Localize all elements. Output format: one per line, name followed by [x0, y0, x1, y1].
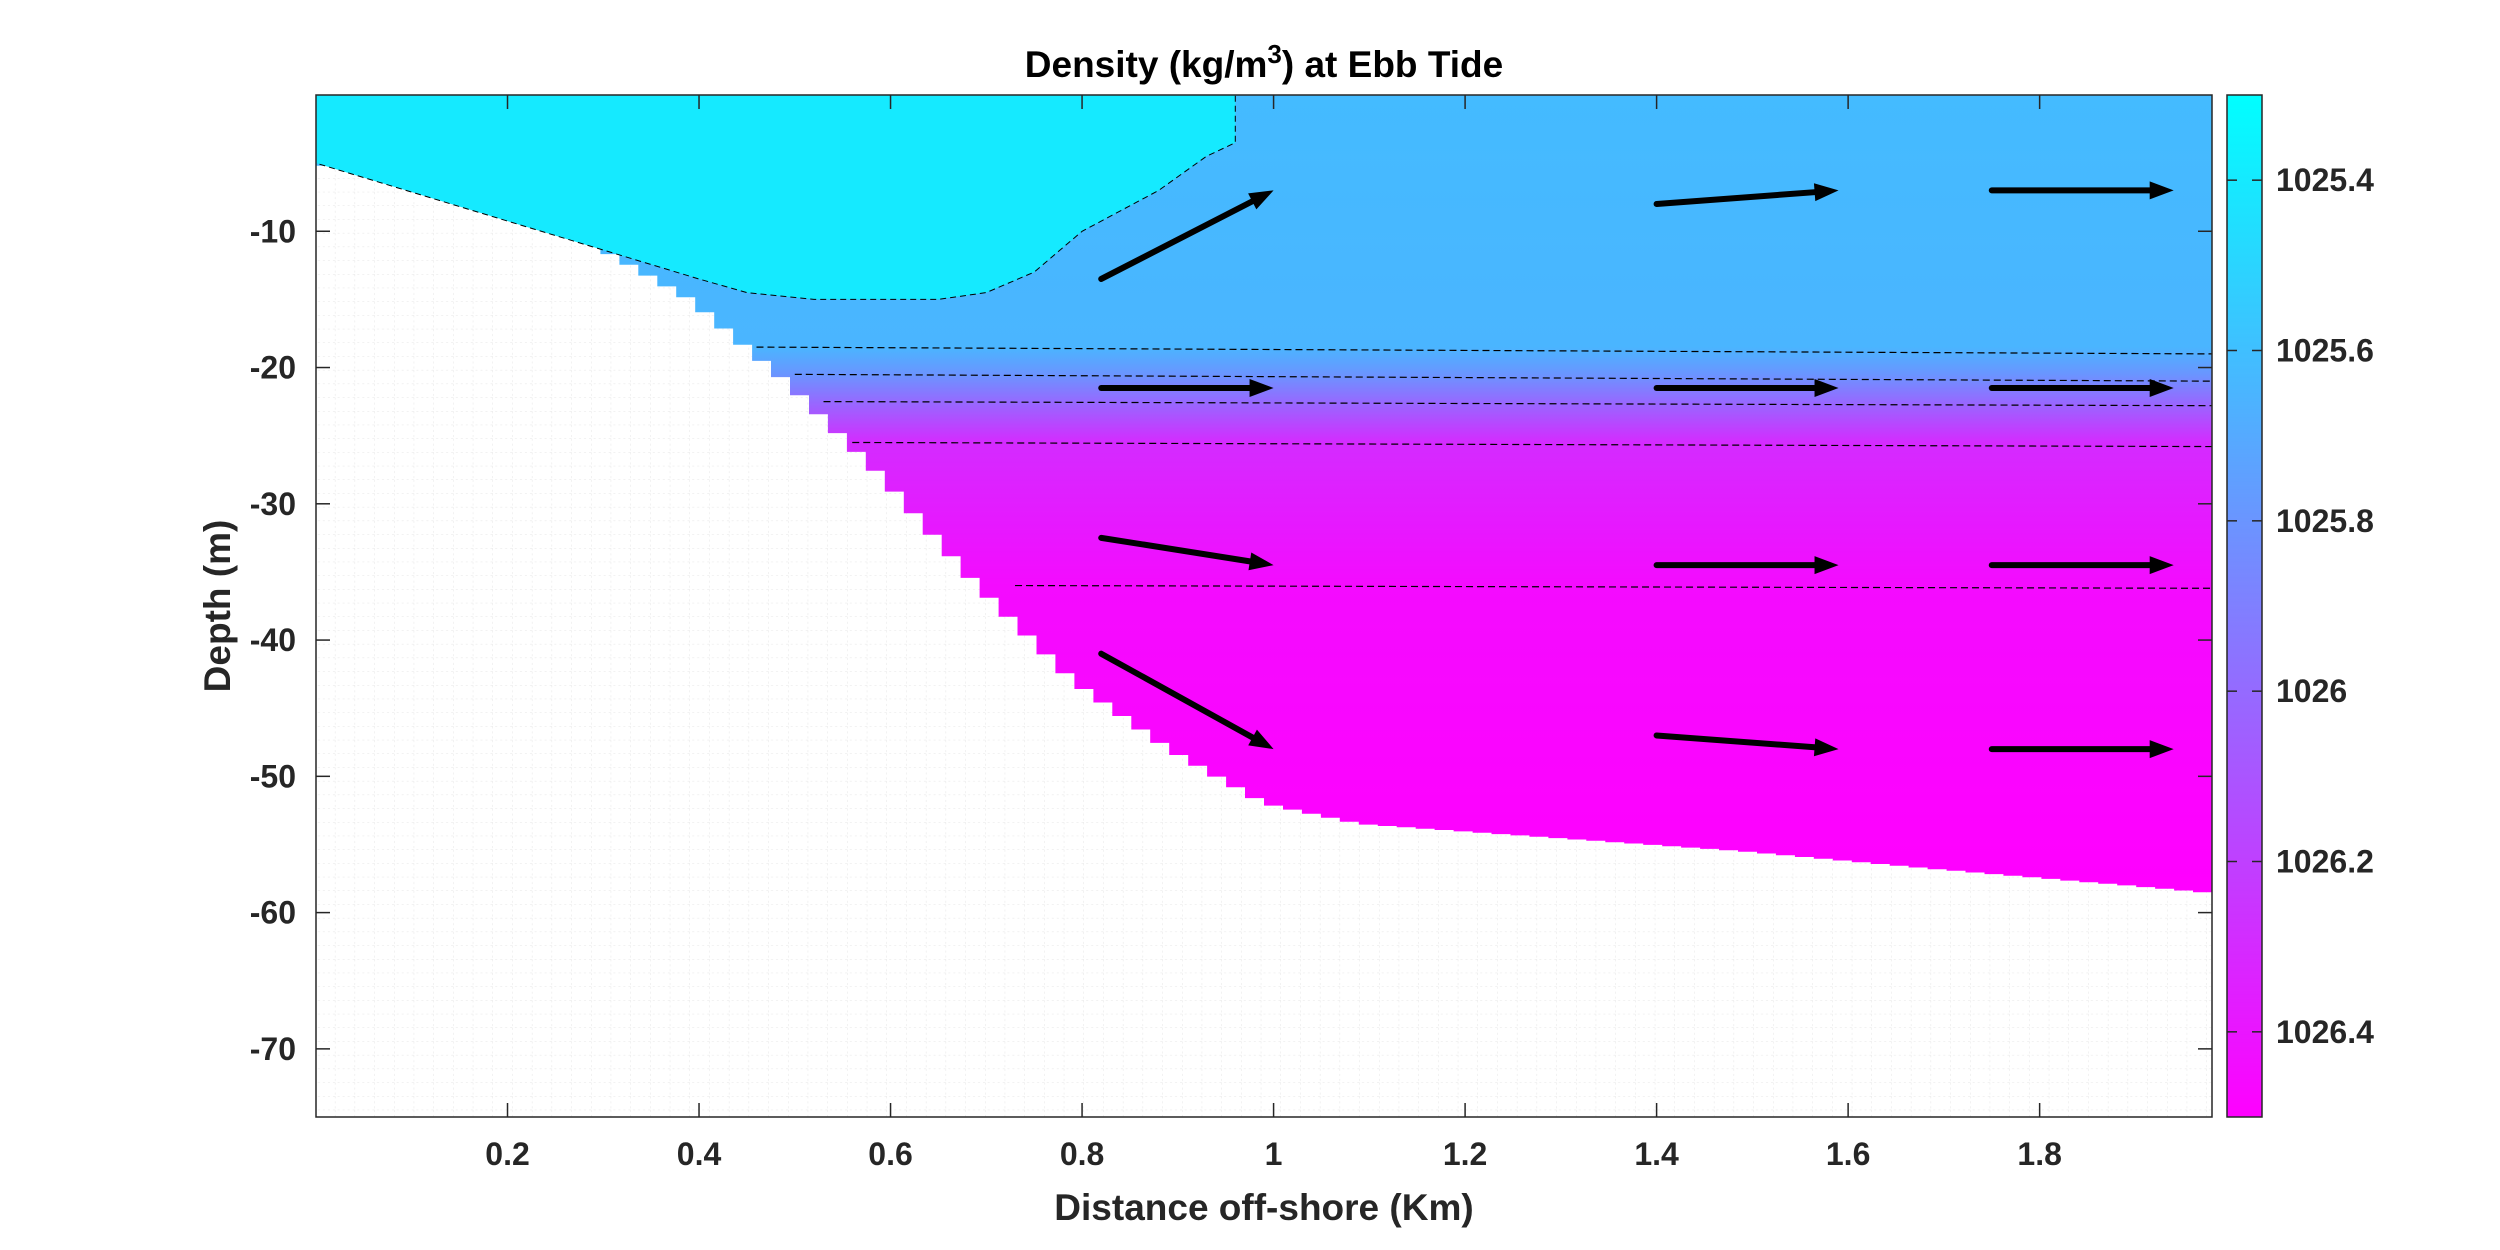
colorbar-tick-label: 1025.6: [2276, 333, 2374, 369]
x-tick-label: 0.8: [1060, 1136, 1104, 1172]
plot-frame: [315, 94, 2213, 1118]
surface-water-patch: [316, 95, 1236, 300]
colorbar-tick-label: 1025.8: [2276, 503, 2374, 539]
velocity-arrows: [1098, 181, 2174, 759]
y-tick-label: -60: [250, 895, 296, 931]
y-tick-label: -40: [250, 622, 296, 658]
velocity-arrow: [1988, 378, 2174, 397]
x-tick-label: 1: [1265, 1136, 1283, 1172]
velocity-arrow: [1098, 378, 1274, 397]
x-tick-label: 0.4: [677, 1136, 722, 1172]
density-contour-line: [794, 373, 2212, 382]
velocity-arrow: [1988, 740, 2174, 759]
colorbar-ticks: 1025.4 1025.6 1025.8 1026 1026.2 1026.4: [2227, 162, 2374, 1050]
density-contour-line: [823, 401, 2212, 407]
velocity-arrow: [1653, 732, 1839, 757]
y-axis-label: Depth (m): [197, 520, 238, 693]
x-tick-label: 0.2: [485, 1136, 529, 1172]
velocity-arrow: [1098, 650, 1274, 750]
density-contour-line: [852, 441, 2212, 448]
density-contour-line: [756, 346, 2212, 355]
y-tick-label: -30: [250, 486, 296, 522]
plot-area: [316, 95, 2212, 1117]
x-tick-label: 1.2: [1443, 1136, 1487, 1172]
velocity-arrow: [1653, 378, 1839, 397]
chart-title: Density (kg/m3) at Ebb Tide: [1025, 39, 1503, 85]
x-tick-label: 1.8: [2017, 1136, 2061, 1172]
y-tick-label: -20: [250, 350, 296, 386]
y-tick-label: -50: [250, 758, 296, 794]
x-tick-label: 1.4: [1634, 1136, 1679, 1172]
velocity-arrow: [1988, 181, 2174, 200]
colorbar-scale: [2226, 94, 2263, 1118]
colorbar: 1025.4 1025.6 1025.8 1026 1026.2 1026.4: [2226, 94, 2374, 1118]
x-axis: 0.2 0.4 0.6 0.8 1 1.2 1.4 1.6 1.8: [485, 95, 2062, 1172]
colorbar-tick-label: 1026.2: [2276, 844, 2374, 880]
colorbar-tick-label: 1026: [2276, 673, 2347, 709]
velocity-arrow: [1098, 534, 1274, 571]
y-tick-label: -10: [250, 213, 296, 249]
velocity-arrow: [1988, 556, 2174, 575]
velocity-arrow: [1653, 183, 1839, 208]
velocity-arrow: [1653, 556, 1839, 575]
colorbar-tick-label: 1025.4: [2276, 162, 2374, 198]
colorbar-tick-label: 1026.4: [2276, 1014, 2374, 1050]
x-axis-label: Distance off-shore (Km): [1054, 1187, 1473, 1228]
y-tick-label: -70: [250, 1031, 296, 1067]
velocity-arrow: [1098, 190, 1274, 282]
density-contour-line: [1015, 584, 2212, 589]
y-axis: -10 -20 -30 -40 -50 -60 -70: [250, 213, 2212, 1067]
x-tick-label: 1.6: [1826, 1136, 1870, 1172]
density-contours: [756, 346, 2212, 589]
x-tick-label: 0.6: [868, 1136, 912, 1172]
